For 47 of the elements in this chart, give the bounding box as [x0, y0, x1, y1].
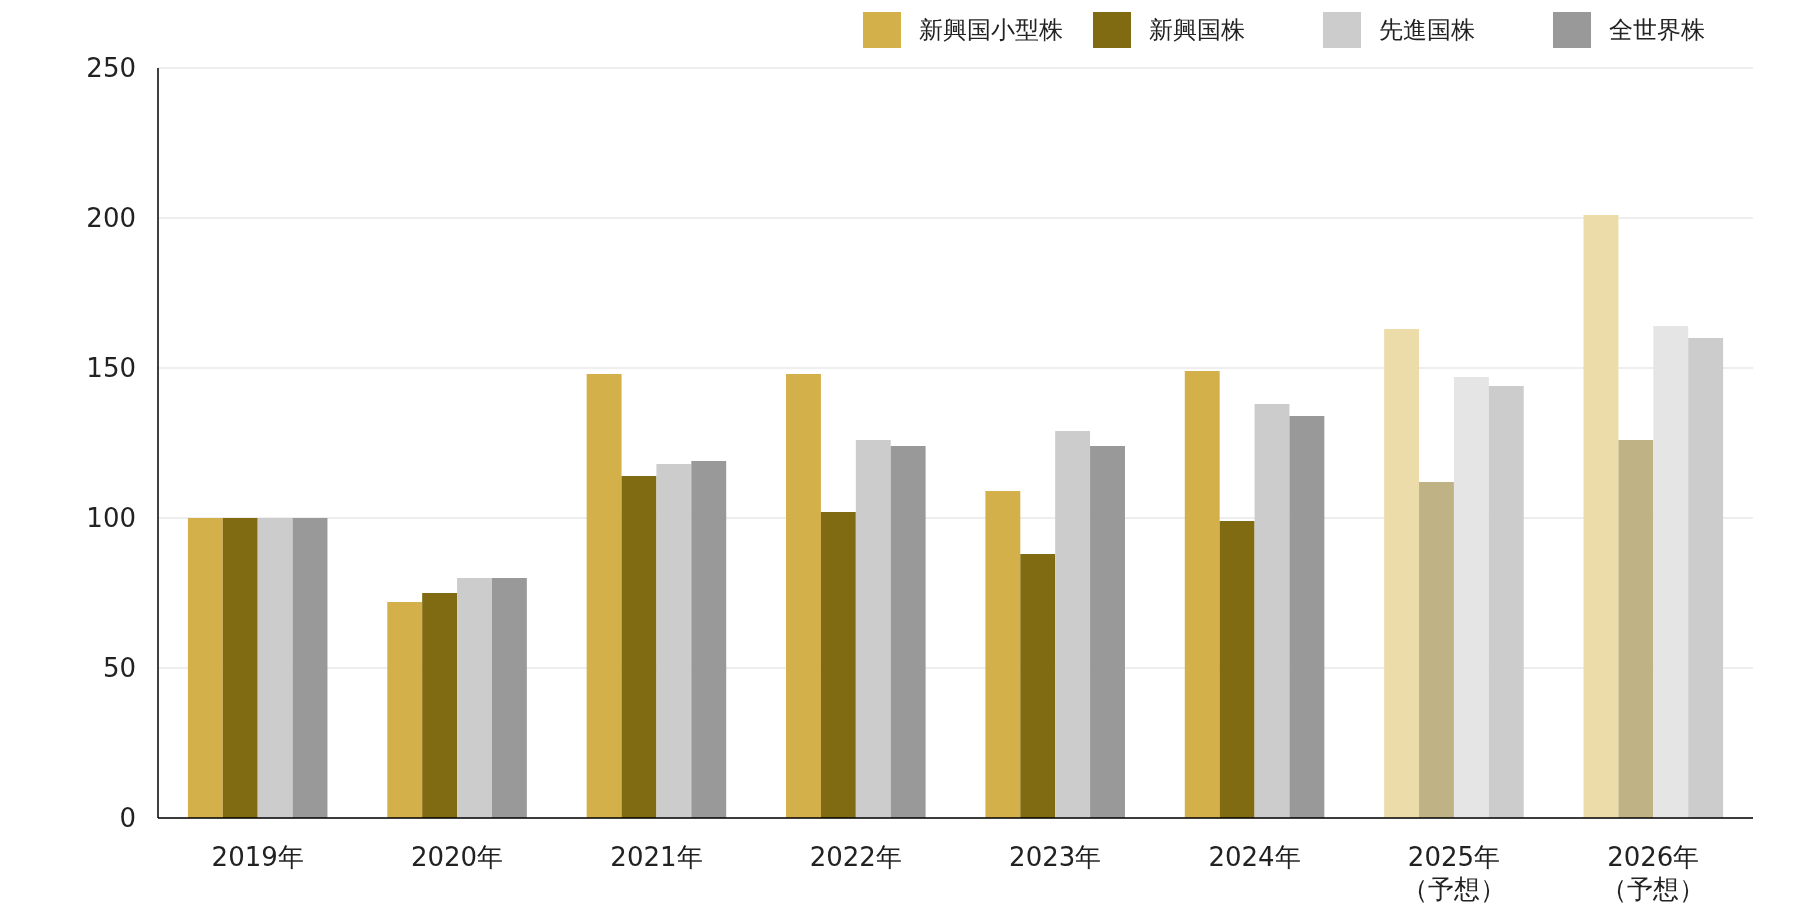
legend-label: 全世界株 [1609, 16, 1705, 45]
x-tick-label: 2019年 [211, 842, 304, 872]
bar [491, 578, 527, 818]
bar [1384, 329, 1420, 818]
bar [1090, 446, 1125, 818]
x-tick-label: 2025年（予想） [1401, 842, 1506, 904]
bar [820, 512, 856, 818]
bar [621, 476, 657, 818]
y-tick-label: 100 [86, 503, 136, 534]
x-tick-label: 2024年 [1208, 842, 1301, 872]
bar [1020, 554, 1056, 818]
bar [1254, 404, 1290, 818]
bar [656, 464, 692, 818]
bar [422, 593, 458, 818]
bar [1055, 431, 1091, 818]
bar [292, 518, 328, 818]
legend-label: 新興国小型株 [919, 16, 1063, 45]
bar [1219, 521, 1255, 818]
bar [1453, 377, 1489, 818]
y-tick-label: 250 [86, 53, 136, 84]
x-tick-label: 2023年 [1009, 842, 1102, 872]
bar [1583, 215, 1619, 818]
x-tick-label: 2020年 [410, 842, 504, 872]
bar [457, 578, 492, 818]
legend-label: 新興国株 [1149, 16, 1245, 45]
bar [1289, 416, 1325, 818]
bar [1419, 482, 1454, 818]
bar [187, 518, 223, 818]
x-tick-label: 2026年（予想） [1601, 842, 1706, 904]
y-tick-label: 150 [86, 353, 136, 384]
legend-label: 先進国株 [1379, 16, 1475, 45]
bar [985, 491, 1021, 818]
y-tick-label: 200 [86, 203, 136, 234]
bar [890, 446, 926, 818]
bar [387, 602, 423, 818]
x-tick-label: 2022年 [809, 842, 902, 872]
bar [786, 374, 821, 818]
bar [586, 374, 622, 818]
bar [1618, 440, 1654, 818]
x-tick-label: 2021年 [610, 842, 703, 872]
bar [691, 461, 727, 818]
bar [222, 518, 258, 818]
bar [1184, 371, 1220, 818]
y-tick-label: 0 [119, 803, 136, 834]
bar [855, 440, 891, 818]
y-tick-label: 50 [102, 653, 136, 684]
bar [257, 518, 293, 818]
